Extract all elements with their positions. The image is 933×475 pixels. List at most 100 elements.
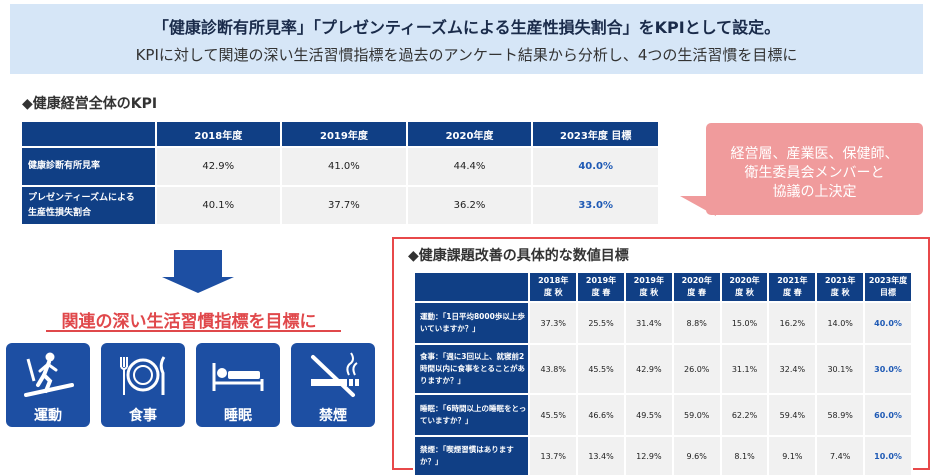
kpi-row-label: プレゼンティーズムによる 生産性損失割合: [20, 185, 157, 226]
goals-row-label: 睡眠：「6時間以上の睡眠をとっ ていますか？」: [412, 393, 531, 437]
goals-value-cell: 59.4%: [767, 393, 818, 437]
callout-text: 経営層、産業医、保健師、 衛生委員会メンバーと 協議の上決定: [706, 145, 923, 202]
kpi-row-label: 健康診断有所見率: [20, 146, 157, 187]
goals-col-header: 2023年度 目標: [863, 271, 913, 303]
goals-col-header-line: 度 秋: [830, 288, 850, 297]
goals-col-header-line: 2019年: [633, 276, 664, 285]
table-row: 運動：「1日平均8000歩以上歩 いていますか？」 37.3% 25.5% 31…: [412, 301, 913, 345]
goals-value-cell: 42.9%: [623, 343, 674, 395]
callout-line: 協議の上決定: [772, 184, 857, 200]
kpi-col-header: 2023年度 目標: [531, 120, 660, 148]
goals-row-label: 禁煙：「喫煙習慣はあります か？」: [412, 435, 531, 475]
goals-row-label-line: 食事：「週に3回以上、就寝前2: [420, 352, 525, 361]
no-smoking-icon: [311, 352, 359, 397]
decision-callout: 経営層、産業医、保健師、 衛生委員会メンバーと 協議の上決定: [706, 123, 923, 215]
habit-tile-exercise: 運動: [6, 343, 90, 427]
goals-row-label-line: いていますか？」: [420, 324, 480, 333]
goals-target-cell: 10.0%: [863, 435, 913, 475]
goals-row-label: 運動：「1日平均8000歩以上歩 いていますか？」: [412, 301, 531, 345]
table-row: 睡眠：「6時間以上の睡眠をとっ ていますか？」 45.5% 46.6% 49.5…: [412, 393, 913, 437]
kpi-value-cell: 44.4%: [405, 146, 534, 187]
kpi-table: 2018年度 2019年度 2020年度 2023年度 目標 健康診断有所見率 …: [20, 120, 660, 226]
habits-title-underline: [46, 330, 341, 332]
goals-value-cell: 25.5%: [576, 301, 626, 345]
goals-col-header: 2021年度 秋: [815, 271, 866, 303]
goals-value-cell: 14.0%: [815, 301, 866, 345]
goals-target-cell: 40.0%: [863, 301, 913, 345]
goals-value-cell: 45.5%: [576, 343, 626, 395]
goals-value-cell: 58.9%: [815, 393, 866, 437]
kpi-col-header: 2019年度: [280, 120, 408, 148]
goals-section-title: ◆健康課題改善の具体的な数値目標: [408, 248, 629, 264]
goals-col-header-line: 2020年: [681, 276, 712, 285]
goals-col-header-line: 2021年: [825, 276, 856, 285]
kpi-goal-cell: 40.0%: [531, 146, 660, 187]
goals-row-label-line: ていますか？」: [420, 416, 473, 425]
goals-value-cell: 12.9%: [623, 435, 674, 475]
habits-title: 関連の深い生活習慣指標を目標に: [61, 312, 317, 332]
goals-value-cell: 9.6%: [671, 435, 722, 475]
goals-row-label-line: か？」: [420, 457, 443, 466]
goals-value-cell: 37.3%: [528, 301, 579, 345]
kpi-goal-cell: 33.0%: [531, 185, 660, 226]
habit-tile-sleep: 睡眠: [196, 343, 280, 427]
goals-col-header-line: 度 秋: [543, 288, 563, 297]
kpi-corner-cell: [20, 120, 157, 148]
goals-row-label-line: りますか？」: [420, 376, 465, 385]
goals-value-cell: 32.4%: [767, 343, 818, 395]
treadmill-icon: [24, 352, 74, 397]
habit-tile-diet: 食事: [101, 343, 185, 427]
kpi-value-cell: 42.9%: [154, 146, 283, 187]
habit-tile-label: 食事: [129, 408, 157, 424]
goals-value-cell: 13.4%: [576, 435, 626, 475]
goals-col-header-line: 度 秋: [735, 288, 754, 297]
numeric-goals-panel: ◆健康課題改善の具体的な数値目標 2018年度 秋 2019年度 春 2019年…: [392, 237, 930, 475]
kpi-value-cell: 41.0%: [280, 146, 408, 187]
table-row: プレゼンティーズムによる 生産性損失割合 40.1% 37.7% 36.2% 3…: [20, 185, 660, 226]
goals-table: 2018年度 秋 2019年度 春 2019年度 秋 2020年度 春 2020…: [412, 271, 913, 475]
goals-col-header-line: 度 春: [782, 288, 802, 297]
goals-value-cell: 49.5%: [623, 393, 674, 437]
goals-col-header: 2021年度 春: [767, 271, 818, 303]
goals-col-header: 2019年度 秋: [623, 271, 674, 303]
kpi-value-cell: 36.2%: [405, 185, 534, 226]
goals-value-cell: 16.2%: [767, 301, 818, 345]
goals-value-cell: 59.0%: [671, 393, 722, 437]
kpi-value-cell: 40.1%: [154, 185, 283, 226]
goals-target-cell: 30.0%: [863, 343, 913, 395]
kpi-row-label-line: プレゼンティーズムによる: [28, 193, 135, 204]
banner-subline: KPIに対して関連の深い生活習慣指標を過去のアンケート結果から分析し、4つの生活…: [135, 46, 798, 64]
goals-value-cell: 43.8%: [528, 343, 579, 395]
table-row: 健康診断有所見率 42.9% 41.0% 44.4% 40.0%: [20, 146, 660, 187]
habit-tile-label: 運動: [34, 408, 62, 424]
banner-headline: 「健康診断有所見率」「プレゼンティーズムによる生産性損失割合」をKPIとして設定…: [152, 18, 781, 37]
kpi-section-title: ◆健康経営全体のKPI: [22, 96, 158, 112]
kpi-col-header: 2018年度: [154, 120, 283, 148]
goals-col-header: 2020年度 春: [671, 271, 722, 303]
goals-col-header-line: 度 秋: [639, 288, 659, 297]
kpi-row-label-line: 生産性損失割合: [28, 207, 92, 218]
kpi-header-row: 2018年度 2019年度 2020年度 2023年度 目標: [20, 120, 660, 148]
goals-col-header-line: 度 春: [687, 288, 707, 297]
goals-value-cell: 8.1%: [719, 435, 770, 475]
goals-value-cell: 46.6%: [576, 393, 626, 437]
down-arrow-icon: [174, 250, 222, 278]
sleeping-person-icon: [212, 363, 264, 391]
goals-col-header: 2019年度 春: [576, 271, 626, 303]
goals-row-label-line: 時間以内に食事をとることがあ: [420, 364, 525, 373]
table-row: 食事：「週に3回以上、就寝前2 時間以内に食事をとることがあ りますか？」 43…: [412, 343, 913, 395]
goals-col-header: 2018年度 秋: [528, 271, 579, 303]
down-arrow-head: [162, 277, 234, 293]
goals-value-cell: 26.0%: [671, 343, 722, 395]
goals-col-header-line: 2020年: [729, 276, 760, 285]
kpi-col-header: 2020年度: [405, 120, 534, 148]
habit-tile-no-smoking: 禁煙: [291, 343, 375, 427]
goals-value-cell: 30.1%: [815, 343, 866, 395]
goals-value-cell: 31.1%: [719, 343, 770, 395]
goals-row-label-line: 睡眠：「6時間以上の睡眠をとっ: [420, 404, 527, 413]
goals-value-cell: 45.5%: [528, 393, 579, 437]
kpi-value-cell: 37.7%: [280, 185, 408, 226]
callout-line: 衛生委員会メンバーと: [744, 165, 885, 181]
goals-col-header-line: 2023年度: [868, 276, 908, 285]
goals-corner-cell: [412, 271, 531, 303]
